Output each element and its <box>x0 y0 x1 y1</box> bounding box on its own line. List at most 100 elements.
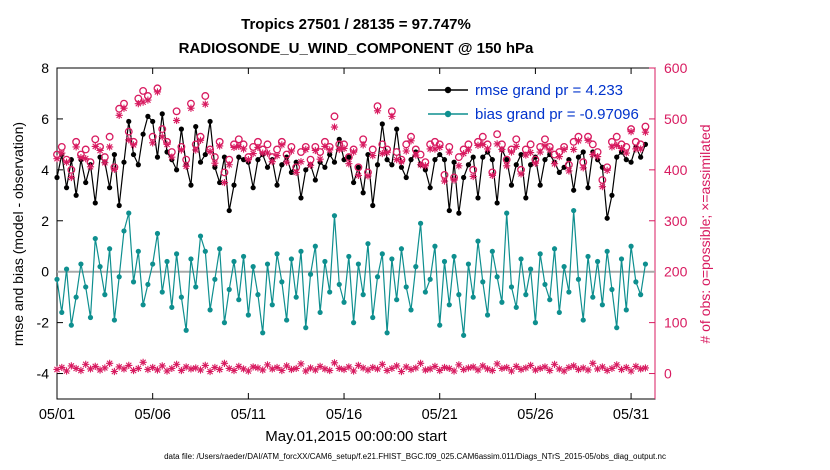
bias-marker <box>480 279 486 285</box>
rmse-marker <box>456 210 462 216</box>
bias-marker <box>73 294 79 300</box>
rmse-marker <box>236 154 242 160</box>
bias-marker <box>255 292 261 298</box>
bias-marker <box>312 243 318 249</box>
bias-marker <box>274 251 280 257</box>
rmse-marker <box>609 192 615 198</box>
bias-marker <box>504 210 510 216</box>
bias-marker <box>351 320 357 326</box>
bias-marker <box>307 271 314 277</box>
bias-marker <box>523 292 529 298</box>
bias-marker <box>121 228 127 234</box>
bias-marker <box>169 304 175 310</box>
rmse-marker <box>107 185 113 191</box>
bias-marker <box>594 258 601 265</box>
rmse-marker <box>116 202 122 209</box>
bias-marker <box>413 264 419 270</box>
bias-marker <box>164 258 170 265</box>
obs-not-assimilated-markers <box>53 358 650 376</box>
bias-marker <box>633 279 639 285</box>
bias-marker <box>322 258 328 265</box>
rmse-marker <box>446 207 452 214</box>
bias-marker <box>628 243 634 249</box>
bias-marker <box>432 243 438 249</box>
bias-marker <box>456 292 462 298</box>
left-tick-label: 8 <box>41 60 49 76</box>
rmse-marker <box>504 157 510 163</box>
rmse-marker <box>264 164 271 170</box>
bias-marker <box>470 294 476 300</box>
obs-possible-marker <box>612 132 621 141</box>
rmse-marker <box>331 159 338 165</box>
rmse-marker <box>532 154 539 160</box>
rmse-marker <box>422 167 428 173</box>
rmse-marker <box>374 162 381 168</box>
bias-marker <box>231 258 237 265</box>
rmse-marker <box>360 190 366 196</box>
bias-marker <box>97 264 103 270</box>
rmse-marker <box>379 121 385 127</box>
rmse-marker <box>394 126 400 132</box>
rmse-marker <box>54 174 60 181</box>
bias-marker <box>489 248 495 254</box>
bias-marker <box>580 317 586 323</box>
rmse-marker <box>513 162 519 168</box>
bias-marker <box>130 279 137 285</box>
bias-marker <box>604 248 610 254</box>
x-tick-label: 05/31 <box>613 407 649 423</box>
bias-marker <box>188 256 194 262</box>
obs-possible-marker <box>440 170 449 179</box>
bias-marker <box>494 274 500 280</box>
bias-marker <box>217 246 223 252</box>
rmse-marker <box>150 118 156 125</box>
right-tick-label: 300 <box>664 213 688 229</box>
rmse-marker <box>336 136 342 142</box>
bias-marker <box>150 261 156 267</box>
x-tick-label: 05/06 <box>135 407 171 423</box>
rmse-marker <box>518 151 524 158</box>
bias-marker <box>571 207 577 214</box>
left-tick-label: 6 <box>41 111 49 127</box>
rmse-marker <box>461 174 467 181</box>
legend-item-rmse: rmse grand pr = 4.233 <box>428 78 639 102</box>
obs-possible-marker <box>234 135 243 144</box>
bias-marker <box>379 251 385 257</box>
rmse-marker <box>207 118 213 125</box>
bias-marker <box>638 292 644 298</box>
bias-marker <box>465 261 472 267</box>
rmse-marker <box>628 159 634 165</box>
rmse-marker <box>298 195 304 201</box>
bias-marker <box>92 235 98 242</box>
bias-marker <box>417 220 424 226</box>
bias-marker <box>245 312 251 318</box>
obs-possible-marker <box>263 140 272 149</box>
obs-possible-marker <box>354 163 363 172</box>
left-tick-label: 4 <box>41 162 49 178</box>
left-tick-label: 2 <box>41 213 49 229</box>
rmse-marker <box>365 151 371 158</box>
obs-possible-marker <box>172 107 181 116</box>
bias-marker <box>451 253 457 260</box>
bias-marker <box>499 299 505 305</box>
rmse-marker <box>145 113 151 119</box>
x-tick-label: 05/16 <box>326 407 362 423</box>
left-tick-label: 0 <box>41 264 49 280</box>
bias-marker <box>556 309 562 316</box>
rmse-marker <box>437 151 443 158</box>
rmse-marker <box>126 118 132 125</box>
bias-marker <box>68 322 74 328</box>
bias-marker <box>437 322 443 328</box>
bias-marker <box>547 297 553 303</box>
rmse-marker <box>614 154 620 160</box>
rmse-marker <box>217 179 223 186</box>
bias-marker <box>590 294 596 300</box>
bias-marker <box>111 317 118 323</box>
rmse-marker <box>480 154 486 160</box>
rmse-marker <box>154 154 161 160</box>
obs-possible-marker <box>220 168 229 177</box>
bias-marker <box>140 302 146 308</box>
rmse-marker <box>432 157 438 163</box>
bias-marker <box>561 264 567 270</box>
obs-possible-marker <box>105 132 114 141</box>
rmse-marker <box>284 154 290 160</box>
